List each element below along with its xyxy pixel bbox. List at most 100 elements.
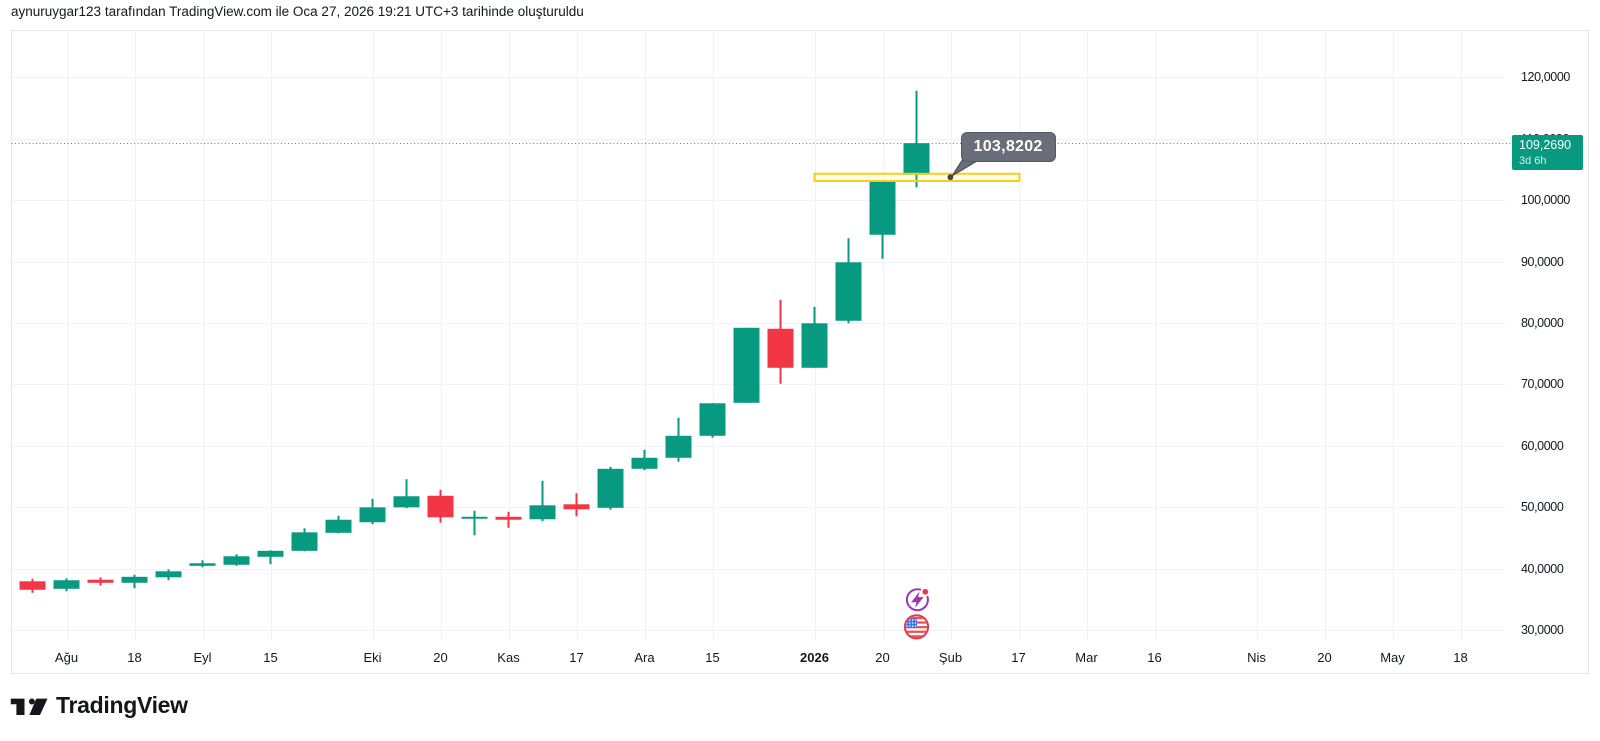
candle-up <box>257 550 284 565</box>
time-axis-label: Eki <box>363 650 382 665</box>
candle-wick <box>541 480 544 522</box>
candle-body <box>461 516 488 519</box>
candle-wick <box>507 511 510 528</box>
price-axis-label: 100,0000 <box>1521 193 1570 208</box>
grid-layer <box>11 30 1589 674</box>
candle-up <box>597 466 624 510</box>
time-axis-label: 17 <box>569 650 584 665</box>
candle-body <box>53 580 80 589</box>
candle-body <box>767 328 794 368</box>
candle-up <box>155 569 182 581</box>
candle-body <box>869 181 896 235</box>
time-axis-label: Eyl <box>193 650 212 665</box>
notification-dot <box>922 588 929 595</box>
flag-star <box>906 625 908 627</box>
time-axis-label: 17 <box>1011 650 1026 665</box>
us-flag-event-icon[interactable] <box>903 614 930 640</box>
candles-layer <box>19 90 930 593</box>
flag-stripe <box>905 630 928 633</box>
time-axis-label: 15 <box>705 650 720 665</box>
countdown-timer: 3d 6h <box>1519 154 1547 167</box>
candle-body <box>631 457 658 469</box>
candle-up <box>359 498 386 525</box>
candle-down <box>19 578 46 593</box>
candle-up <box>325 515 352 534</box>
candle-body <box>257 550 284 557</box>
flag-star <box>912 625 914 627</box>
candle-body <box>393 496 420 508</box>
flag-star <box>909 622 911 624</box>
time-axis-label: 18 <box>1453 650 1468 665</box>
time-axis-label: Ağu <box>54 650 79 665</box>
attribution-text: aynuruygar123 tarafından TradingView.com… <box>11 4 584 19</box>
price-axis-label: 60,0000 <box>1521 438 1564 453</box>
flag-stripe <box>905 635 928 638</box>
flash-event-icon[interactable] <box>905 587 930 612</box>
chart-border <box>11 30 1589 674</box>
candle-up <box>801 306 828 368</box>
last-price-value: 109,2690 <box>1519 137 1572 152</box>
candle-body <box>665 435 692 458</box>
candle-body <box>495 516 522 520</box>
candle-body <box>291 532 318 551</box>
candle-body <box>87 579 114 583</box>
tradingview-logo[interactable]: TradingView <box>10 688 188 718</box>
candle-up <box>223 554 250 566</box>
candle-body <box>903 143 930 175</box>
candle-body <box>733 327 760 403</box>
price-axis-label: 50,0000 <box>1521 500 1564 515</box>
price-range-tooltip-value: 103,8202 <box>973 137 1043 155</box>
candle-wick <box>473 510 476 536</box>
time-axis-label: Nis <box>1247 650 1266 665</box>
candle-body <box>359 507 386 523</box>
flag-star <box>914 622 917 624</box>
candle-up <box>53 578 80 592</box>
candle-down <box>87 577 114 586</box>
candle-up <box>631 449 658 471</box>
price-axis-label: 80,0000 <box>1521 316 1564 331</box>
price-axis-label: 120,0000 <box>1521 70 1570 85</box>
candle-body <box>801 323 828 368</box>
candle-up <box>903 90 930 188</box>
flag-star <box>909 625 911 627</box>
price-axis-label: 90,0000 <box>1521 254 1564 269</box>
lightning-bolt <box>911 591 924 608</box>
tradingview-logo-icon <box>10 698 48 715</box>
candle-wick <box>405 479 408 509</box>
event-icons-layer <box>903 587 930 640</box>
candle-down <box>495 511 522 528</box>
flag-star <box>914 625 917 627</box>
time-axis-label: Mar <box>1075 650 1098 665</box>
time-axis-label: 2026 <box>800 650 829 665</box>
candle-up <box>461 510 488 536</box>
last-price-label: 109,2690 3d 6h <box>1512 134 1583 170</box>
flag-ring <box>903 614 930 640</box>
time-axis-label: 20 <box>875 650 890 665</box>
candle-body <box>427 495 454 518</box>
flag-canton <box>905 618 917 628</box>
candle-down <box>563 493 590 517</box>
candle-body <box>597 468 624 508</box>
candle-body <box>699 403 726 436</box>
flag-star <box>914 619 917 621</box>
price-range-band[interactable] <box>813 172 1021 182</box>
price-axis-label: 70,0000 <box>1521 377 1564 392</box>
flag-stripe <box>905 616 928 620</box>
time-axis-label: 20 <box>1317 650 1332 665</box>
price-range-drawing-layer <box>813 172 1021 182</box>
candle-body <box>529 505 556 520</box>
flag-star <box>912 622 914 624</box>
time-axis-label: Şub <box>938 650 963 665</box>
candle-body <box>563 504 590 510</box>
candle-body <box>189 563 216 566</box>
candle-up <box>291 528 318 552</box>
candle-body <box>155 571 182 578</box>
candle-body <box>19 581 46 590</box>
tradingview-logo-text: TradingView <box>56 692 188 718</box>
flag-star <box>906 622 908 624</box>
flag-star <box>909 619 911 621</box>
candle-up <box>189 560 216 568</box>
candle-up <box>393 479 420 509</box>
